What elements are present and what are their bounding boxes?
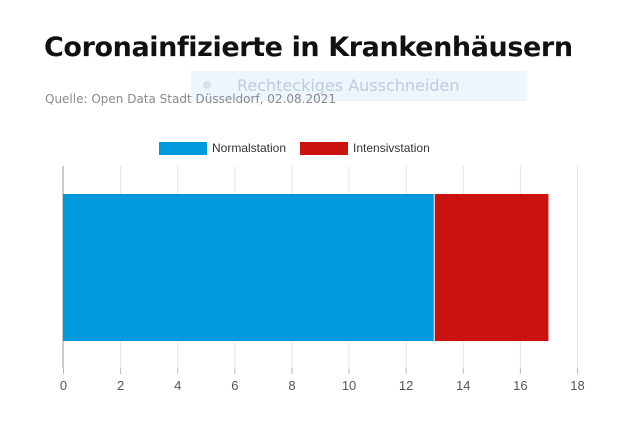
legend-swatch-normalstation [159,141,207,155]
x-tick-label: 8 [288,378,295,393]
legend-item-normalstation[interactable]: Normalstation [159,141,286,155]
record-dot-icon [203,81,211,89]
chart-title: Coronainfizierte in Krankenhäusern [44,32,573,63]
chart-source: Quelle: Open Data Stadt Düsseldorf, 02.0… [45,92,337,106]
x-tick-label: 2 [117,378,124,393]
bar-normalstation[interactable] [63,194,435,341]
x-tick-label: 10 [342,378,356,393]
chart-legend: Normalstation Intensivstation [159,141,444,155]
tooltip-label: Rechteckiges Ausschneiden [237,76,460,95]
x-tick-label: 0 [60,378,67,393]
legend-item-intensivstation[interactable]: Intensivstation [300,141,430,155]
x-tick-label: 6 [231,378,238,393]
legend-label-normalstation: Normalstation [212,141,287,155]
legend-label-intensivstation: Intensivstation [353,141,430,155]
x-tick-label: 14 [456,378,470,393]
x-tick-label: 12 [399,378,413,393]
x-tick-label: 16 [513,378,527,393]
x-tick-label: 4 [174,378,181,393]
x-tick-label: 18 [570,378,584,393]
bars [63,194,549,341]
x-axis: 0 2 4 6 8 10 12 14 16 18 [60,368,585,393]
snipping-tool-tooltip: Rechteckiges Ausschneiden [191,71,527,101]
legend-swatch-intensivstation [300,141,349,155]
bar-intensivstation[interactable] [434,194,549,341]
